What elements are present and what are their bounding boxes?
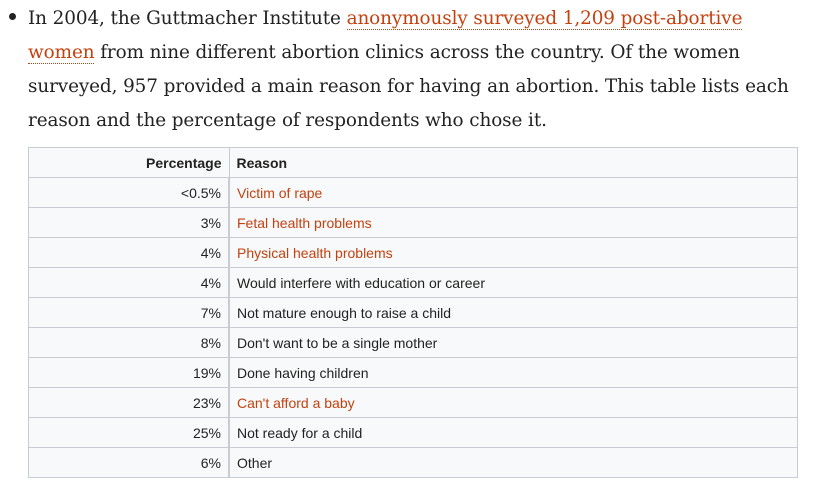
table-row: 25% Not ready for a child <box>28 417 798 448</box>
reason-cell: Not mature enough to raise a child <box>228 297 798 328</box>
percentage-cell: 4% <box>28 267 230 298</box>
reason-cell: Fetal health problems <box>228 207 798 238</box>
paragraph-text-after: from nine different abortion clinics acr… <box>28 42 789 131</box>
reason-text: Other <box>237 454 273 471</box>
reason-cell: Can't afford a baby <box>228 387 798 418</box>
table-row: 19% Done having children <box>28 357 798 388</box>
reason-link[interactable]: Can't afford a baby <box>237 394 355 411</box>
reasons-table: Percentage Reason <0.5% Victim of rape 3% F… <box>28 147 798 478</box>
reason-cell: Physical health problems <box>228 237 798 268</box>
reason-cell: Done having children <box>228 357 798 388</box>
table-row: 23% Can't afford a baby <box>28 387 798 418</box>
percentage-cell: 7% <box>28 297 230 328</box>
bullet-dot <box>9 13 16 20</box>
reason-text: Would interfere with education or career <box>237 274 485 291</box>
percentage-cell: 6% <box>28 447 230 478</box>
percentage-cell: 25% <box>28 417 230 448</box>
paragraph-text-before: In 2004, the Guttmacher Institute <box>28 8 347 29</box>
reason-text: Don't want to be a single mother <box>237 334 438 351</box>
reason-cell: Victim of rape <box>228 177 798 208</box>
percentage-cell: 19% <box>28 357 230 388</box>
reason-text: Not mature enough to raise a child <box>237 304 452 321</box>
percentage-header: Percentage <box>28 147 230 178</box>
percentage-cell: 3% <box>28 207 230 238</box>
percentage-cell: 23% <box>28 387 230 418</box>
table-row: 4% Would interfere with education or care… <box>28 267 798 298</box>
reason-cell: Would interfere with education or career <box>228 267 798 298</box>
reason-cell: Don't want to be a single mother <box>228 327 798 358</box>
reason-header: Reason <box>228 147 798 178</box>
reason-text: Not ready for a child <box>237 424 363 441</box>
reason-link[interactable]: Fetal health problems <box>237 214 372 231</box>
percentage-cell: 8% <box>28 327 230 358</box>
reason-text: Done having children <box>237 364 369 381</box>
reason-link[interactable]: Physical health problems <box>237 244 393 261</box>
survey-paragraph: In 2004, the Guttmacher Institute anonym… <box>28 2 808 138</box>
table-row: 3% Fetal health problems <box>28 207 798 238</box>
table-row: 6% Other <box>28 447 798 478</box>
percentage-cell: 4% <box>28 237 230 268</box>
table-row: 8% Don't want to be a single mother <box>28 327 798 358</box>
reason-cell: Not ready for a child <box>228 417 798 448</box>
table-row: <0.5% Victim of rape <box>28 177 798 208</box>
table-row: 7% Not mature enough to raise a child <box>28 297 798 328</box>
percentage-cell: <0.5% <box>28 177 230 208</box>
reason-cell: Other <box>228 447 798 478</box>
survey-link[interactable]: anonymously surveyed 1,209 post-abortive… <box>28 8 743 64</box>
table-header-row: Percentage Reason <box>28 147 798 178</box>
reason-link[interactable]: Victim of rape <box>237 184 323 201</box>
table-row: 4% Physical health problems <box>28 237 798 268</box>
